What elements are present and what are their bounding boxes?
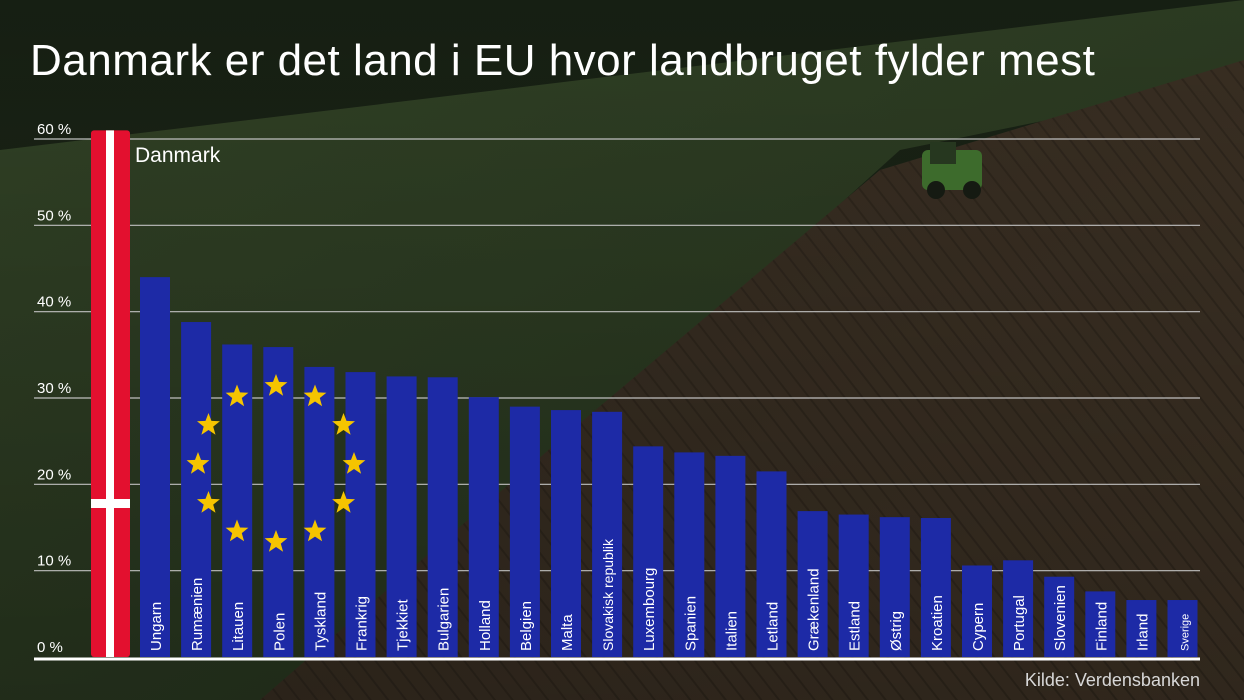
flag-cross-vertical (106, 130, 114, 657)
eu-star-icon (332, 413, 355, 435)
eu-star-icon (264, 374, 288, 396)
y-tick-label: 30 % (37, 380, 71, 397)
bar-category-label: Kroatien (929, 595, 946, 651)
bar-15 (715, 455, 746, 657)
bar-14 (674, 452, 705, 657)
bar-11 (551, 410, 581, 657)
bar-1 (140, 277, 170, 657)
bar-20 (920, 518, 951, 657)
highlight-label: Danmark (135, 144, 221, 167)
y-tick-label: 40 % (37, 294, 71, 311)
bar-category-label: Rumænien (189, 578, 206, 651)
eu-star-icon (225, 519, 249, 542)
bar-24 (1085, 591, 1116, 657)
eu-star-icon (186, 452, 210, 474)
source-note: Kilde: Verdensbanken (1024, 670, 1200, 690)
bar-category-label: Ungarn (148, 602, 165, 651)
eu-star-icon (342, 452, 366, 474)
bar-category-label: Belgien (518, 601, 535, 651)
flag-cross-horizontal (91, 499, 130, 508)
bar-category-label: Slovenien (1052, 585, 1069, 651)
bar-19 (879, 517, 910, 657)
bar-21 (962, 565, 992, 657)
bar-25 (1126, 600, 1157, 657)
bar-2 (181, 322, 212, 657)
bar-category-label: Litauen (230, 602, 247, 651)
bar-category-label: Spanien (682, 596, 699, 651)
bar-18 (838, 514, 869, 657)
bar-26 (1167, 600, 1198, 657)
bar-16 (756, 471, 787, 657)
bar-6 (345, 372, 376, 657)
y-tick-label: 10 % (37, 553, 71, 570)
eu-star-icon (303, 384, 327, 407)
bar-category-label: Polen (271, 613, 288, 651)
bar-category-label: Østrig (888, 611, 905, 651)
bar-category-label: Malta (559, 614, 576, 651)
eu-star-icon (332, 491, 355, 513)
bar-category-label: Grækenland (806, 568, 823, 651)
tractor-icon (922, 142, 982, 199)
bar-13 (633, 446, 664, 657)
y-tick-label: 60 % (37, 121, 71, 138)
bar-category-label: Frankrig (354, 596, 371, 651)
bar-category-label: Irland (1134, 613, 1151, 651)
eu-star-icon (197, 413, 220, 435)
y-tick-label: 50 % (37, 207, 71, 224)
bar-23 (1044, 576, 1075, 657)
bar-category-label: Sverige (1180, 614, 1192, 651)
bar-category-label: Letland (765, 602, 782, 651)
eu-star-icon (197, 491, 220, 513)
bar-category-label: Italien (723, 611, 740, 651)
chart-title: Danmark er det land i EU hvor landbruget… (30, 36, 1096, 85)
eu-star-icon (303, 519, 327, 542)
bar-category-label: Bulgarien (436, 588, 453, 651)
bar-category-label: Cypern (970, 603, 987, 651)
bar-category-label: Luxembourg (641, 568, 658, 651)
bar-category-label: Portugal (1011, 595, 1028, 651)
bar-category-label: Tjekkiet (395, 598, 412, 651)
eu-star-icon (264, 530, 288, 552)
bar-10 (509, 406, 540, 657)
bar-12 (592, 411, 623, 657)
bar-5 (304, 366, 335, 657)
bar-category-label: Holland (477, 600, 494, 651)
bar-7 (386, 376, 417, 657)
bar-4 (263, 347, 294, 657)
bar-category-label: Finland (1093, 602, 1110, 651)
y-tick-label: 20 % (37, 466, 71, 483)
bar-8 (427, 377, 458, 657)
y-tick-label: 0 % (37, 639, 63, 656)
bar-category-label: Slovakisk republik (600, 538, 616, 651)
bar-17 (797, 511, 828, 657)
eu-star-icon (225, 384, 249, 407)
bar-category-label: Tyskland (312, 592, 329, 651)
bar-22 (1003, 560, 1034, 657)
bar-9 (468, 397, 499, 657)
bar-category-label: Estland (847, 601, 864, 651)
